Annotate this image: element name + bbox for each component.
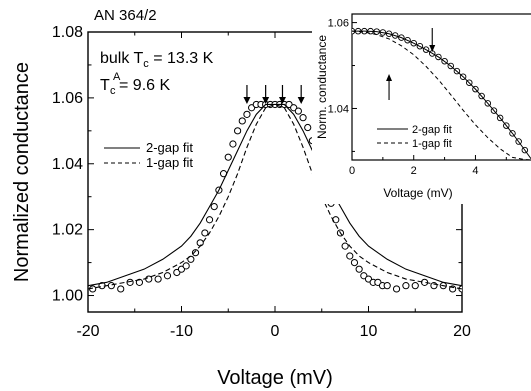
main-arrow-head <box>243 97 251 104</box>
inset-background <box>312 0 531 204</box>
main-x-tick-label: -10 <box>170 323 193 340</box>
main-y-tick-label: 1.00 <box>52 288 83 305</box>
sample-label: AN 364/2 <box>94 7 157 24</box>
main-data-point <box>229 140 237 148</box>
main-y-tick-label: 1.04 <box>52 156 83 173</box>
main-series-2-gap-fit-line <box>88 103 462 287</box>
main-data-point <box>205 216 214 224</box>
main-data-point <box>234 127 242 135</box>
main-arrow-head <box>297 97 305 104</box>
main-data-point <box>346 252 354 260</box>
legend-2gap-label: 2-gap fit <box>146 140 193 155</box>
main-data-point <box>163 272 172 280</box>
inset-y-tick-label: 1.06 <box>328 18 349 30</box>
main-x-tick-label: 10 <box>360 323 378 340</box>
main-data-point <box>243 110 251 118</box>
main-x-tick-label: -20 <box>76 323 99 340</box>
main-series-1-gap-fit-line <box>88 103 462 290</box>
main-data-point <box>117 285 125 293</box>
main-x-axis-label: Voltage (mV) <box>217 367 333 389</box>
main-data-point <box>411 282 419 290</box>
main-data-point <box>107 282 115 290</box>
inset-arrow-down-head <box>429 45 436 52</box>
main-y-tick-label: 1.08 <box>52 24 83 41</box>
main-data-point <box>182 262 190 270</box>
main-data-point <box>135 278 144 286</box>
main-series-data <box>89 100 462 293</box>
main-x-tick-label: 0 <box>271 323 280 340</box>
main-data-point <box>402 282 410 290</box>
annotation-tca-sup: A <box>113 71 121 83</box>
inset-series-1-gap-fit-line <box>352 30 531 160</box>
inset-legend-2gap-label: 2-gap fit <box>412 124 452 136</box>
main-y-tick-label: 1.06 <box>52 90 83 107</box>
main-arrow-head <box>262 97 270 104</box>
main-series-group <box>88 100 462 293</box>
legend-1gap-label: 1-gap fit <box>146 155 193 170</box>
inset-x-tick-label: 2 <box>411 165 417 177</box>
inset-arrow-up-head <box>386 74 393 81</box>
main-data-point <box>238 117 246 125</box>
main-data-point <box>210 202 218 211</box>
main-x-tick-label: 20 <box>453 323 471 340</box>
main-data-point <box>304 123 312 132</box>
inset-series-2-gap-fit-line <box>352 30 531 160</box>
inset-y-axis-label: Norm. conductance <box>315 35 329 139</box>
inset-x-tick-label: 0 <box>349 165 355 177</box>
main-data-point <box>154 275 162 283</box>
main-data-point <box>201 229 209 237</box>
inset-x-tick-label: 4 <box>472 165 478 177</box>
main-data-point <box>294 107 302 115</box>
main-data-point <box>341 242 349 250</box>
inset-series-group <box>352 27 531 160</box>
annotation-tca-sub: c <box>110 85 116 97</box>
inset-legend-1gap-label: 1-gap fit <box>412 138 452 150</box>
annotation-bulk-tc-text: bulk T <box>100 50 144 67</box>
main-y-axis-label: Normalized conductance <box>11 62 33 282</box>
inset-y-tick-label: 1.04 <box>328 103 349 115</box>
main-data-point <box>299 114 307 122</box>
main-data-point <box>350 258 359 267</box>
main-arrow-head <box>278 97 286 104</box>
inset-plot: 0 2 4 1.04 1.06 Voltage (mV) Norm. conductance… <box>312 0 531 204</box>
inset-x-axis-label: Voltage (mV) <box>383 186 452 200</box>
main-data-point <box>355 265 363 273</box>
main-y-tick-label: 1.02 <box>52 222 83 239</box>
main-data-point <box>383 282 391 290</box>
annotation-bulk-tc-value: = 13.3 K <box>149 50 214 67</box>
main-data-point <box>392 285 401 293</box>
main-data-point <box>196 239 204 247</box>
annotation-tca-symbol: T <box>100 77 110 94</box>
main-data-point <box>224 153 232 161</box>
annotation-bulk-tc: bulk Tc = 13.3 K <box>100 50 214 70</box>
inset-plot-frame <box>351 13 531 161</box>
main-data-point <box>191 249 200 257</box>
annotation-tca-value: = 9.6 K <box>119 77 170 94</box>
annotation-bulk-tc-sub: c <box>143 58 149 70</box>
